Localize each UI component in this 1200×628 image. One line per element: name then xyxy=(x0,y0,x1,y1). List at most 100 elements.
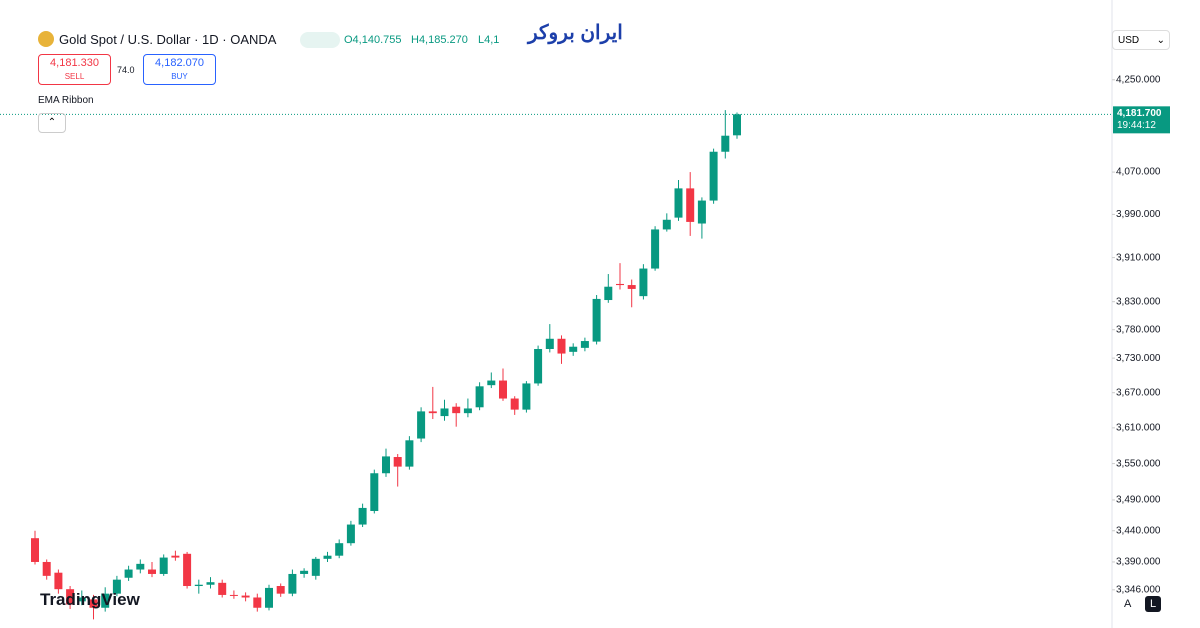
candle-body xyxy=(382,456,390,474)
buy-button[interactable]: 4,182.070 BUY xyxy=(143,54,216,85)
candle-body xyxy=(697,200,706,224)
candle-body xyxy=(194,584,203,587)
candle-body xyxy=(136,563,145,570)
candle-body xyxy=(580,341,589,348)
buy-label: BUY xyxy=(171,72,188,81)
candle-body xyxy=(393,457,402,467)
y-tick-label: 3,990.000 xyxy=(1116,209,1161,220)
candle-body xyxy=(569,346,578,352)
y-tick-label: 4,070.000 xyxy=(1116,167,1161,178)
candle-body xyxy=(417,411,426,439)
candle-body xyxy=(370,473,379,511)
candle-body xyxy=(346,524,355,544)
candle-body xyxy=(733,114,741,136)
candle-body xyxy=(639,268,648,297)
candle-body xyxy=(159,557,168,574)
candle-body xyxy=(253,597,262,608)
candle-body xyxy=(475,386,484,408)
spread: 74.0 xyxy=(117,65,135,75)
symbol-icon xyxy=(38,31,54,47)
candle-body xyxy=(545,338,554,349)
candle-body xyxy=(183,553,192,587)
candle-body xyxy=(124,569,133,578)
currency-select[interactable]: USD ⌄ xyxy=(1112,30,1170,50)
candle-body xyxy=(276,586,285,594)
y-tick-label: 4,250.000 xyxy=(1116,74,1161,85)
y-tick-label: 3,780.000 xyxy=(1116,324,1161,335)
candle-body xyxy=(428,411,437,414)
tv-logo: TradingView xyxy=(40,590,140,609)
candle-body xyxy=(66,589,75,605)
candle-body xyxy=(42,561,51,576)
candle-body xyxy=(709,151,718,201)
ohlc-open: O4,140.755 xyxy=(344,34,402,46)
brand: ایران بروکر xyxy=(528,22,623,44)
currency: USD xyxy=(1118,35,1140,46)
sell-price: 4,181.330 xyxy=(50,57,99,69)
y-tick-label: 3,670.000 xyxy=(1116,387,1161,398)
candle-body xyxy=(358,507,367,525)
candle-body xyxy=(241,595,250,598)
sell-label: SELL xyxy=(64,72,85,81)
candle-body xyxy=(499,380,507,399)
ohlc-high: H4,185.270 xyxy=(411,34,468,46)
y-tick-label: 3,730.000 xyxy=(1116,353,1161,364)
candle-body xyxy=(77,597,86,602)
buy-price: 4,182.070 xyxy=(155,57,204,69)
candle-body xyxy=(651,229,660,269)
candle-body xyxy=(171,555,180,558)
candle-body xyxy=(440,408,449,417)
log-scale[interactable]: L xyxy=(1145,596,1161,612)
candle-body xyxy=(662,219,671,230)
candle-body xyxy=(323,555,332,559)
countdown: 19:44:12 xyxy=(1117,120,1156,131)
candle-body xyxy=(510,398,519,410)
symbol-title[interactable]: Gold Spot / U.S. Dollar · 1D · OANDA xyxy=(59,32,277,47)
candle-body xyxy=(112,579,121,594)
y-tick-label: 3,550.000 xyxy=(1116,458,1161,469)
candle-body xyxy=(31,538,39,562)
candle-body xyxy=(54,572,63,590)
y-tick-label: 3,390.000 xyxy=(1116,557,1161,568)
y-tick-label: 3,346.000 xyxy=(1116,584,1161,595)
candle-body xyxy=(206,582,215,585)
candle-body xyxy=(335,543,344,556)
y-tick-label: 3,440.000 xyxy=(1116,525,1161,536)
y-tick-label: 3,610.000 xyxy=(1116,423,1161,434)
candle-body xyxy=(534,348,543,384)
candle-body xyxy=(311,558,320,576)
status-pill xyxy=(300,32,340,48)
y-tick-label: 3,910.000 xyxy=(1116,252,1161,263)
candle-body xyxy=(229,594,238,596)
candle-body xyxy=(218,582,227,595)
candle-body xyxy=(300,570,309,574)
collapse-button[interactable]: ⌃ xyxy=(38,113,66,133)
y-tick-label: 3,830.000 xyxy=(1116,296,1161,307)
candle-body xyxy=(616,283,624,286)
y-tick-label: 3,490.000 xyxy=(1116,495,1161,506)
candle-body xyxy=(686,188,695,222)
candle-body xyxy=(487,380,496,386)
candle-body xyxy=(522,383,531,410)
last-price-tag xyxy=(1113,106,1170,134)
candle-body xyxy=(674,188,683,218)
candle-body xyxy=(557,338,566,354)
candle-body xyxy=(463,408,472,414)
candle-body xyxy=(604,286,613,301)
last-price-label: 4,181.700 xyxy=(1117,108,1162,119)
candle-body xyxy=(592,298,601,342)
ohlc-low: L4,1 xyxy=(478,34,500,46)
candle-body xyxy=(405,440,414,467)
sell-button[interactable]: 4,181.330 SELL xyxy=(38,54,111,85)
candle-body xyxy=(721,135,730,152)
candle-body xyxy=(452,406,461,414)
candle-body xyxy=(265,587,273,608)
candle-body xyxy=(288,573,297,594)
indicator-name: EMA Ribbon xyxy=(38,95,94,106)
auto-scale[interactable]: A xyxy=(1124,598,1132,610)
candle-body xyxy=(148,569,156,574)
candle-body xyxy=(101,593,110,608)
candle-body xyxy=(627,285,636,289)
